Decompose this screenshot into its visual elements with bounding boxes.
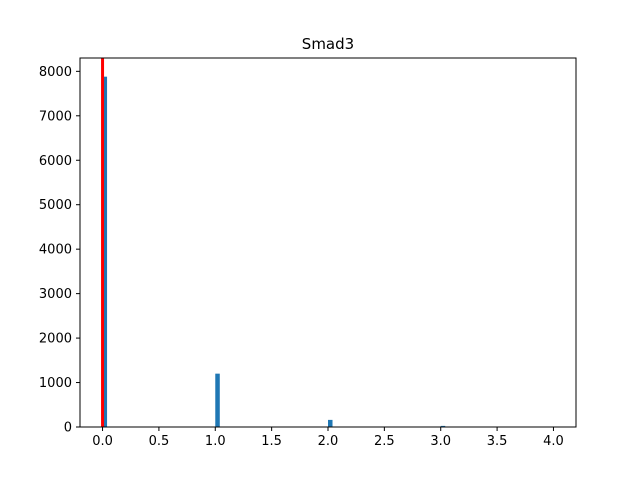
x-tick-label: 0.0 [92,434,113,449]
y-tick-label: 8000 [39,65,72,80]
histogram-bar [102,76,108,427]
y-axis: 0 1000 2000 3000 4000 5000 6000 7000 8000 [39,65,80,436]
x-tick-label: 3.5 [487,434,508,449]
y-tick-label: 6000 [39,154,72,169]
x-tick-label: 1.0 [205,434,226,449]
y-tick-label: 2000 [39,332,72,347]
y-tick-label: 0 [64,421,72,436]
x-tick-label: 2.5 [374,434,395,449]
histogram-bar [440,425,446,427]
y-tick-label: 3000 [39,287,72,302]
y-tick-label: 5000 [39,198,72,213]
chart-title: Smad3 [302,35,354,53]
histogram-bar [328,419,333,427]
y-tick-label: 1000 [39,376,72,391]
x-tick-label: 4.0 [543,434,564,449]
plot-frame [79,57,577,428]
histogram-bar [215,373,220,427]
bars-layer [102,76,446,427]
x-tick-label: 3.0 [430,434,451,449]
x-tick-label: 0.5 [149,434,170,449]
x-axis: 0.0 0.5 1.0 1.5 2.0 2.5 3.0 3.5 4.0 [92,427,564,449]
x-tick-label: 1.5 [261,434,282,449]
x-tick-label: 2.0 [318,434,339,449]
y-tick-label: 4000 [39,243,72,258]
y-tick-label: 7000 [39,109,72,124]
